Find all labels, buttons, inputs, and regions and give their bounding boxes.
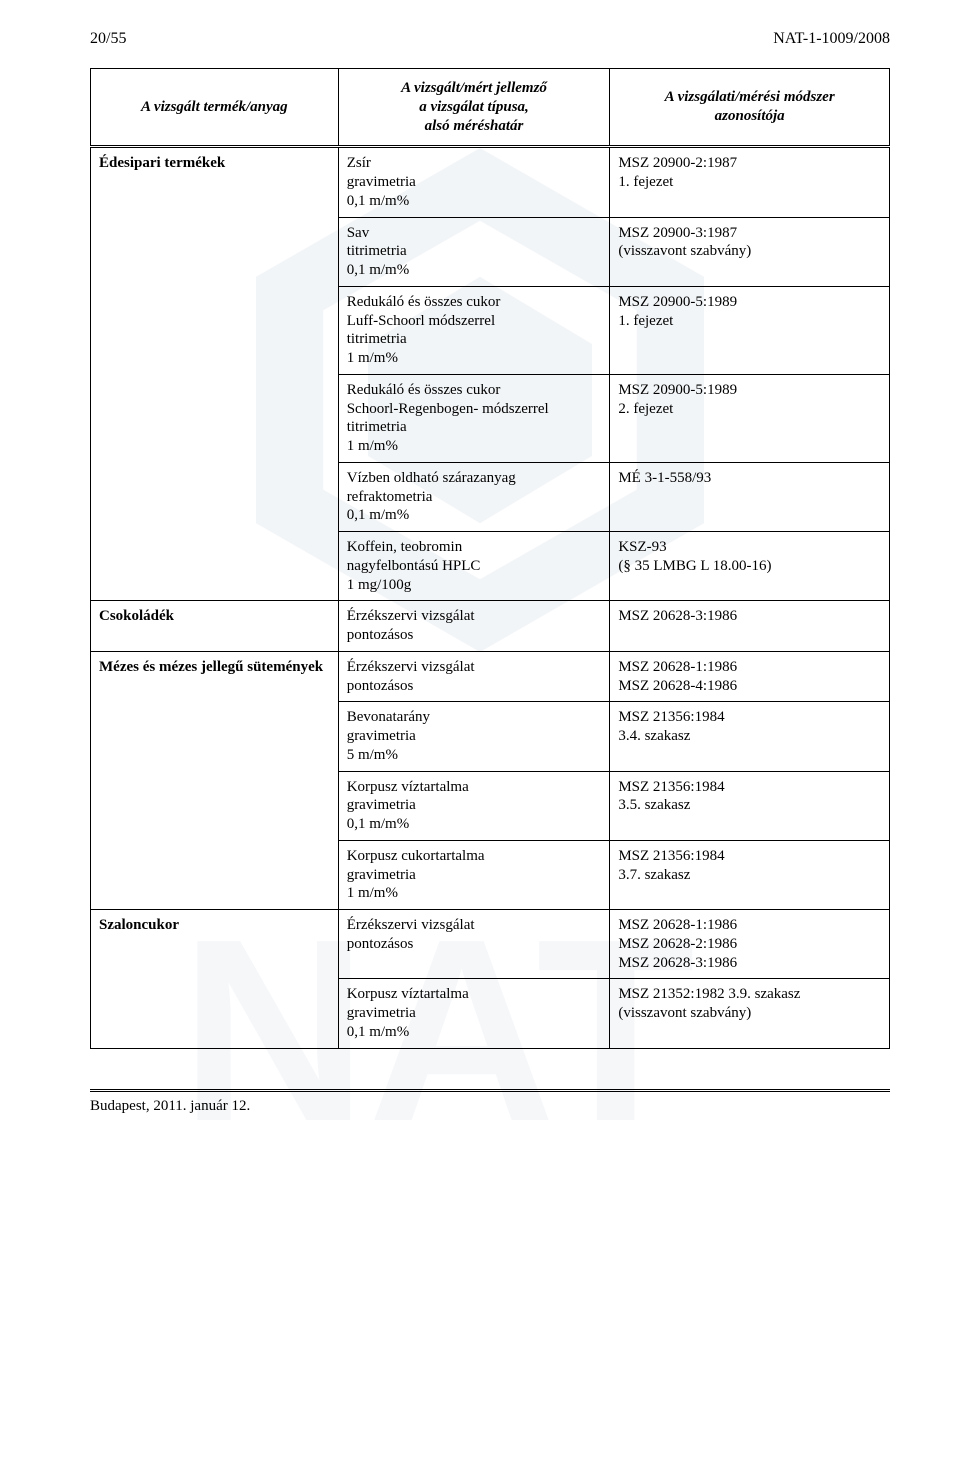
cell-method: MSZ 20900-5:1989 2. fejezet [610, 374, 890, 462]
cell-method: MSZ 20900-5:1989 1. fejezet [610, 286, 890, 374]
cell-property: Zsír gravimetria 0,1 m/m% [338, 147, 610, 217]
page-header: 20/55 NAT-1-1009/2008 [90, 30, 890, 48]
cell-product: Mézes és mézes jellegű sütemények [91, 651, 339, 909]
cell-method: KSZ-93 (§ 35 LMBG L 18.00-16) [610, 532, 890, 601]
cell-method: MSZ 21356:1984 3.7. szakasz [610, 840, 890, 909]
table-row: SzaloncukorÉrzékszervi vizsgálat pontozá… [91, 910, 890, 979]
footer-rule [90, 1089, 890, 1092]
page-counter: 20/55 [90, 30, 126, 48]
cell-method: MSZ 21356:1984 3.5. szakasz [610, 771, 890, 840]
col-header-property: A vizsgált/mért jellemző a vizsgálat típ… [338, 69, 610, 147]
footer-text: Budapest, 2011. január 12. [90, 1098, 890, 1115]
col-header-product: A vizsgált termék/anyag [91, 69, 339, 147]
cell-property: Sav titrimetria 0,1 m/m% [338, 217, 610, 286]
table-header-row: A vizsgált termék/anyag A vizsgált/mért … [91, 69, 890, 147]
cell-method: MSZ 20628-3:1986 [610, 601, 890, 652]
cell-property: Korpusz víztartalma gravimetria 0,1 m/m% [338, 979, 610, 1048]
cell-property: Korpusz víztartalma gravimetria 0,1 m/m% [338, 771, 610, 840]
cell-property: Érzékszervi vizsgálat pontozásos [338, 601, 610, 652]
cell-method: MSZ 20628-1:1986 MSZ 20628-4:1986 [610, 651, 890, 702]
cell-method: MSZ 20900-3:1987 (visszavont szabvány) [610, 217, 890, 286]
table-body: Édesipari termékekZsír gravimetria 0,1 m… [91, 147, 890, 1048]
cell-method: MSZ 21356:1984 3.4. szakasz [610, 702, 890, 771]
doc-code: NAT-1-1009/2008 [773, 30, 890, 48]
cell-product: Szaloncukor [91, 910, 339, 1049]
cell-property: Érzékszervi vizsgálat pontozásos [338, 651, 610, 702]
cell-property: Redukáló és összes cukor Schoorl-Regenbo… [338, 374, 610, 462]
cell-method: MÉ 3-1-558/93 [610, 462, 890, 531]
table-row: CsokoládékÉrzékszervi vizsgálat pontozás… [91, 601, 890, 652]
cell-product: Csokoládék [91, 601, 339, 652]
cell-method: MSZ 21352:1982 3.9. szakasz (visszavont … [610, 979, 890, 1048]
cell-product: Édesipari termékek [91, 147, 339, 601]
cell-property: Korpusz cukortartalma gravimetria 1 m/m% [338, 840, 610, 909]
cell-property: Redukáló és összes cukor Luff-Schoorl mó… [338, 286, 610, 374]
cell-method: MSZ 20628-1:1986 MSZ 20628-2:1986 MSZ 20… [610, 910, 890, 979]
cell-property: Érzékszervi vizsgálat pontozásos [338, 910, 610, 979]
table-row: Mézes és mézes jellegű süteményekÉrzéksz… [91, 651, 890, 702]
cell-property: Bevonatarány gravimetria 5 m/m% [338, 702, 610, 771]
cell-property: Vízben oldható szárazanyag refraktometri… [338, 462, 610, 531]
cell-property: Koffein, teobromin nagyfelbontású HPLC 1… [338, 532, 610, 601]
cell-method: MSZ 20900-2:1987 1. fejezet [610, 147, 890, 217]
spec-table: A vizsgált termék/anyag A vizsgált/mért … [90, 68, 890, 1049]
page: NAT 20/55 NAT-1-1009/2008 A vizsgált ter… [0, 0, 960, 1473]
table-row: Édesipari termékekZsír gravimetria 0,1 m… [91, 147, 890, 217]
col-header-method: A vizsgálati/mérési módszer azonosítója [610, 69, 890, 147]
